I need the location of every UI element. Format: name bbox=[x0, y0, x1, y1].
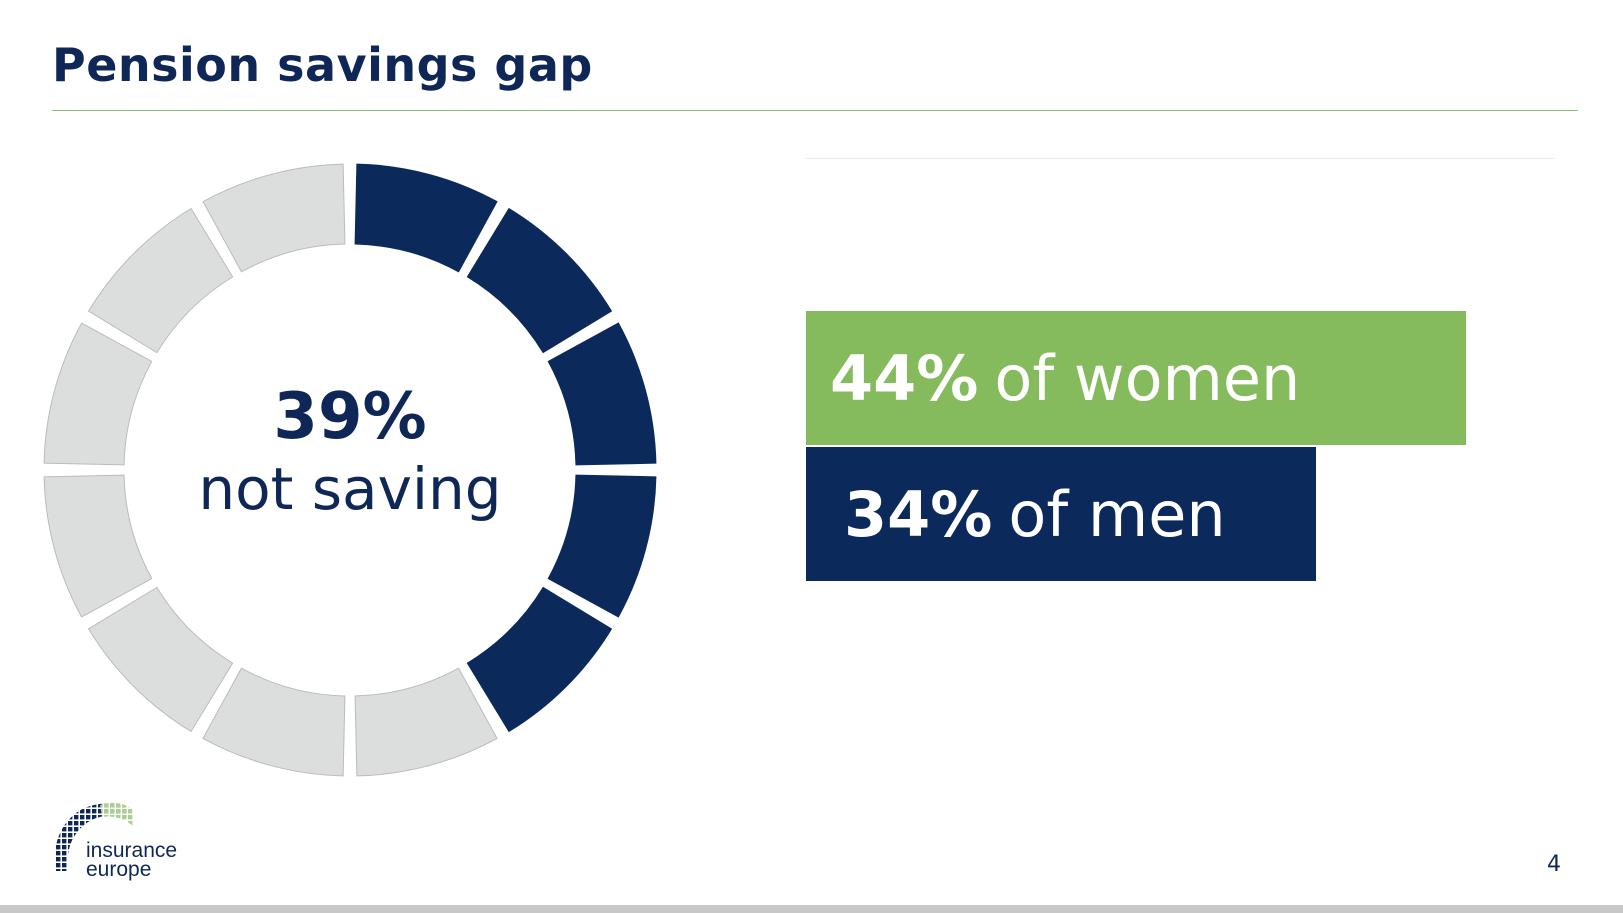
logo-text-line1: insurance bbox=[86, 839, 178, 862]
page-title: Pension savings gap bbox=[52, 38, 593, 92]
donut-segment-empty bbox=[43, 322, 153, 466]
men-bar: 34% of men bbox=[806, 447, 1316, 581]
page-number: 4 bbox=[1547, 852, 1561, 877]
logo-globe-icon bbox=[54, 802, 134, 871]
donut-chart bbox=[43, 163, 657, 777]
donut-segment-empty bbox=[43, 474, 153, 618]
donut-segment-filled bbox=[466, 207, 613, 354]
donut-segment-filled bbox=[466, 586, 613, 733]
faint-divider bbox=[806, 158, 1554, 159]
donut-segment-empty bbox=[87, 586, 234, 733]
donut-value: 39% bbox=[273, 380, 427, 454]
bottom-scroll-strip bbox=[0, 905, 1623, 913]
title-divider bbox=[52, 110, 1578, 111]
insurance-europe-logo: insurance europe bbox=[50, 797, 200, 881]
donut-segment-empty bbox=[202, 667, 346, 777]
donut-segment-filled bbox=[547, 474, 657, 618]
donut-segment-filled bbox=[547, 322, 657, 466]
donut-segments bbox=[43, 163, 657, 777]
donut-segment-empty bbox=[87, 207, 234, 354]
women-bar-value: 44% bbox=[830, 341, 979, 415]
donut-segment-empty bbox=[202, 163, 346, 273]
women-bar-text: of women bbox=[994, 341, 1301, 415]
donut-segment-empty bbox=[354, 667, 498, 777]
donut-label: not saving bbox=[198, 455, 502, 523]
men-bar-value: 34% bbox=[844, 477, 993, 551]
donut-center-label: 39% not saving bbox=[172, 382, 528, 524]
logo-text-line2: europe bbox=[86, 858, 152, 881]
men-bar-text: of men bbox=[1008, 477, 1226, 551]
logo-text: insurance europe bbox=[86, 839, 178, 881]
women-bar: 44% of women bbox=[806, 311, 1466, 445]
donut-segment-filled bbox=[354, 163, 498, 273]
